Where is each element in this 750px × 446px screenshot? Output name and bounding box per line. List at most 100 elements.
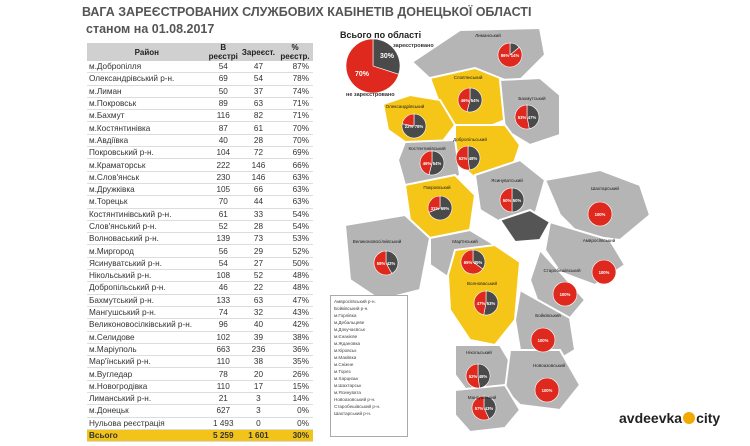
note-item: м.Харцизьк — [334, 376, 359, 381]
region-unregistered-label: 50% — [503, 198, 512, 203]
region-registered-label: 54% — [433, 161, 442, 166]
cell-registered: 146 — [239, 171, 277, 184]
region-pie-unregistered-slice — [427, 195, 441, 213]
cell-registered: 28 — [239, 220, 277, 234]
cell-region: м.Добропілля — [87, 61, 207, 74]
cell-in-registry: 105 — [206, 183, 240, 197]
cell-percent: 54% — [277, 208, 313, 221]
note-item: Амвросіївський р-н. — [334, 299, 376, 304]
cell-region: м.Слов'янськ — [87, 171, 207, 184]
region-pie — [401, 113, 427, 139]
cell-percent: 78% — [277, 72, 313, 86]
cell-percent: 53% — [277, 232, 313, 246]
region-pie-unregistered-slice — [534, 377, 560, 403]
cell-in-registry: 663 — [206, 343, 240, 357]
region-pie-registered-slice — [401, 113, 427, 139]
region-pie — [465, 363, 491, 389]
cell-percent: 63% — [277, 171, 313, 184]
region-registered-label: 50% — [513, 198, 522, 203]
region-name-label: Шахтарський — [591, 185, 619, 191]
region-unregistered-label: 100% — [599, 270, 610, 275]
cell-region: м.Маріуполь — [87, 343, 207, 357]
region-pie-unregistered-slice — [552, 281, 578, 307]
cell-region: м.Новогродівка — [87, 380, 207, 394]
cell-registered: 66 — [239, 183, 277, 197]
registry-table: Район В реєстрі Зареєст. % реєстр. м.Доб… — [87, 43, 313, 443]
cell-percent: 15% — [277, 380, 313, 394]
cell-region: м.Миргород — [87, 244, 207, 258]
region-pie-registered-slice — [477, 363, 491, 389]
region-pie-unregistered-slice — [473, 290, 487, 316]
region-name-label: Волноваський — [467, 280, 497, 286]
cell-registered: 32 — [239, 306, 277, 320]
cell-percent: 63% — [277, 195, 313, 209]
cell-in-registry: 222 — [206, 158, 240, 172]
table-row: м.Добропілля 54 47 87% — [87, 61, 313, 74]
cell-region: м.Вугледар — [87, 367, 207, 381]
table-row: м.Бахмут 116 82 71% — [87, 109, 313, 123]
region-unregistered-label: 100% — [538, 338, 549, 343]
region-unregistered-label: 47% — [477, 301, 486, 306]
region-name-label: Ясинуватський — [491, 177, 523, 183]
table-row: м.Дружківка 105 66 63% — [87, 183, 313, 197]
region-pie-unregistered-slice — [419, 150, 433, 175]
region-name-label: Великоновосілківський — [353, 238, 402, 244]
region-pie — [534, 377, 560, 403]
region-registered-label: 42% — [387, 261, 396, 266]
note-item: Шахтарський р-н. — [334, 411, 372, 416]
cell-in-registry: 96 — [206, 318, 240, 332]
cell-in-registry: 21 — [206, 392, 240, 406]
cell-in-registry: 139 — [206, 232, 240, 246]
cell-registered: 54 — [239, 72, 277, 86]
note-item: м.Торез — [334, 369, 351, 374]
region-name-label: Новоазовський — [533, 362, 566, 368]
region-unregistered-label: 52% — [469, 374, 478, 379]
region-pie-registered-slice — [483, 395, 497, 420]
col-header-percent: % реєстр. — [277, 43, 313, 61]
cell-region: Покровський р-н. — [87, 146, 207, 160]
table-row: м.Авдіївка 40 28 70% — [87, 134, 313, 148]
table-row: Нікольський р-н. 108 52 48% — [87, 269, 313, 283]
cell-registered: 63 — [239, 294, 277, 307]
cell-region: Всього — [87, 429, 207, 443]
cell-region: м.Селидове — [87, 331, 207, 344]
table-row: м.Слов'янськ 230 146 63% — [87, 171, 313, 184]
cell-registered: 22 — [239, 281, 277, 295]
region-pie-registered-slice — [428, 150, 445, 176]
region-registered-label: 14% — [511, 53, 520, 58]
table-row: м.Покровськ 89 63 71% — [87, 97, 313, 111]
occupied-areas-note: Амвросіївський р-н. Бойківський р-н. м.Гор… — [330, 295, 408, 437]
region-name-label: Слов'янський — [454, 74, 483, 80]
cell-in-registry: 627 — [206, 404, 240, 418]
region-name-label: Костянтинівський — [408, 145, 446, 151]
cell-percent: 35% — [277, 355, 313, 369]
note-item: м.Кіровськ — [334, 348, 357, 353]
brand-left: avdeevka — [619, 410, 683, 426]
cell-registered: 72 — [239, 146, 277, 160]
cell-region: Лиманський р-н. — [87, 392, 207, 406]
cell-in-registry: 50 — [206, 85, 240, 98]
region-pie — [373, 250, 399, 276]
region-pie-registered-slice — [511, 187, 525, 213]
note-item: м.Шахтарськ — [334, 383, 362, 388]
cell-percent: 52% — [277, 244, 313, 258]
region-pie — [455, 145, 481, 171]
cell-registered: 29 — [239, 244, 277, 258]
cell-registered: 27 — [239, 257, 277, 271]
table-body: м.Добропілля 54 47 87% Олександрівський р-н.… — [87, 61, 313, 443]
region-pie-unregistered-slice — [465, 363, 480, 389]
table-row: м.Торецьк 70 44 63% — [87, 195, 313, 209]
brand-logo: avdeevka city — [619, 410, 720, 426]
table-row: м.Маріуполь 663 236 36% — [87, 343, 313, 357]
region-unregistered-label: 100% — [542, 388, 553, 393]
cell-percent: 71% — [277, 109, 313, 123]
region-pie-unregistered-slice — [460, 249, 484, 275]
cell-region: м.Костянтинівка — [87, 121, 207, 135]
title-line2: станом на 01.08.2017 — [86, 22, 215, 36]
cell-in-registry: 46 — [206, 281, 240, 295]
cell-in-registry: 104 — [206, 146, 240, 160]
region-registered-label: 48% — [479, 374, 488, 379]
note-item: м.Ждановка — [334, 341, 361, 346]
region-unregistered-label: 65% — [464, 260, 473, 265]
region-unregistered-label: 57% — [475, 406, 484, 411]
